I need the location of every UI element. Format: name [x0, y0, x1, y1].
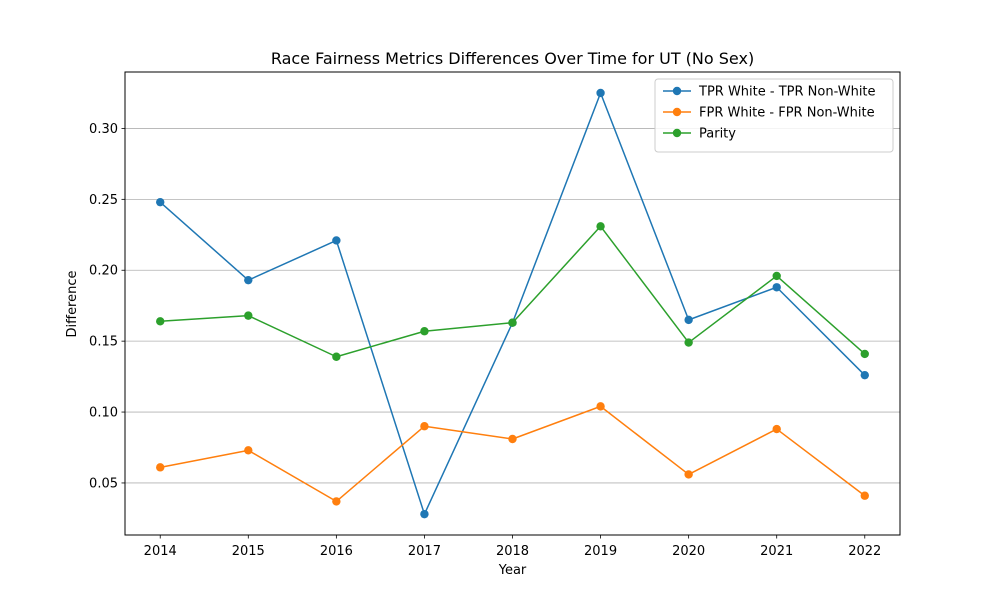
y-tick-label: 0.20 [89, 264, 118, 279]
series-line [160, 225, 866, 358]
grid-lines [125, 128, 900, 484]
legend-marker [672, 107, 682, 117]
legend-label: Parity [699, 127, 736, 142]
legend-marker [672, 128, 682, 138]
data-point [684, 315, 693, 325]
y-axis-label: Difference [65, 270, 80, 337]
x-tick-label: 2017 [408, 544, 441, 559]
data-point [684, 338, 693, 347]
legend-marker [672, 86, 682, 96]
x-tick-label: 2021 [760, 544, 793, 559]
y-tick-label: 0.25 [89, 193, 118, 208]
legend-item: Parity [663, 127, 736, 142]
x-tick-label: 2022 [848, 544, 881, 559]
data-point [420, 422, 429, 431]
data-point [860, 370, 869, 380]
data-point [420, 509, 429, 519]
data-point [420, 327, 429, 336]
data-point [244, 311, 253, 320]
chart-title: Race Fairness Metrics Differences Over T… [271, 49, 754, 68]
data-point [772, 424, 781, 434]
data-point [596, 222, 605, 231]
data-point [156, 197, 165, 207]
data-point [244, 446, 253, 455]
series-line [160, 405, 866, 503]
y-tick-label: 0.10 [89, 406, 118, 421]
data-point [596, 402, 605, 411]
data-point [332, 236, 341, 245]
data-point [772, 271, 781, 281]
y-tick-label: 0.15 [89, 335, 118, 350]
legend-label: TPR White - TPR Non-White [698, 85, 876, 100]
x-axis-ticks: 2014 2015 2016 2017 2018 2019 2020 2021 2022 [144, 535, 881, 559]
legend: TPR White - TPR Non-White FPR White - FPR… [654, 78, 894, 153]
data-point [860, 491, 869, 500]
series-line [159, 92, 866, 515]
data-point [772, 283, 781, 292]
data-point [860, 349, 869, 359]
data-point [508, 318, 517, 327]
series-2 [156, 402, 869, 506]
data-point [508, 434, 517, 444]
legend-item: TPR White - TPR Non-White [663, 85, 876, 100]
data-point [156, 463, 165, 472]
x-tick-label: 2018 [496, 544, 529, 559]
x-tick-label: 2016 [320, 544, 353, 559]
legend-label: FPR White - FPR Non-White [699, 106, 875, 121]
legend-item: FPR White - FPR Non-White [663, 106, 875, 121]
legend-box [654, 78, 894, 153]
series-layer [156, 88, 869, 519]
data-point [332, 352, 341, 361]
data-point [332, 497, 341, 506]
x-axis-label: Year [498, 563, 527, 578]
y-axis-ticks: 0.05 0.10 0.15 0.20 0.25 0.30 [89, 122, 125, 491]
x-tick-label: 2015 [232, 544, 265, 559]
x-tick-label: 2020 [672, 544, 705, 559]
data-point [156, 317, 165, 326]
y-tick-label: 0.05 [89, 476, 118, 491]
data-point [684, 470, 693, 479]
data-point [596, 88, 605, 98]
y-tick-label: 0.30 [89, 122, 118, 137]
x-tick-label: 2014 [144, 544, 177, 559]
data-point [244, 275, 253, 285]
series-1 [156, 88, 869, 519]
series-3 [156, 222, 869, 361]
x-tick-label: 2019 [584, 544, 617, 559]
